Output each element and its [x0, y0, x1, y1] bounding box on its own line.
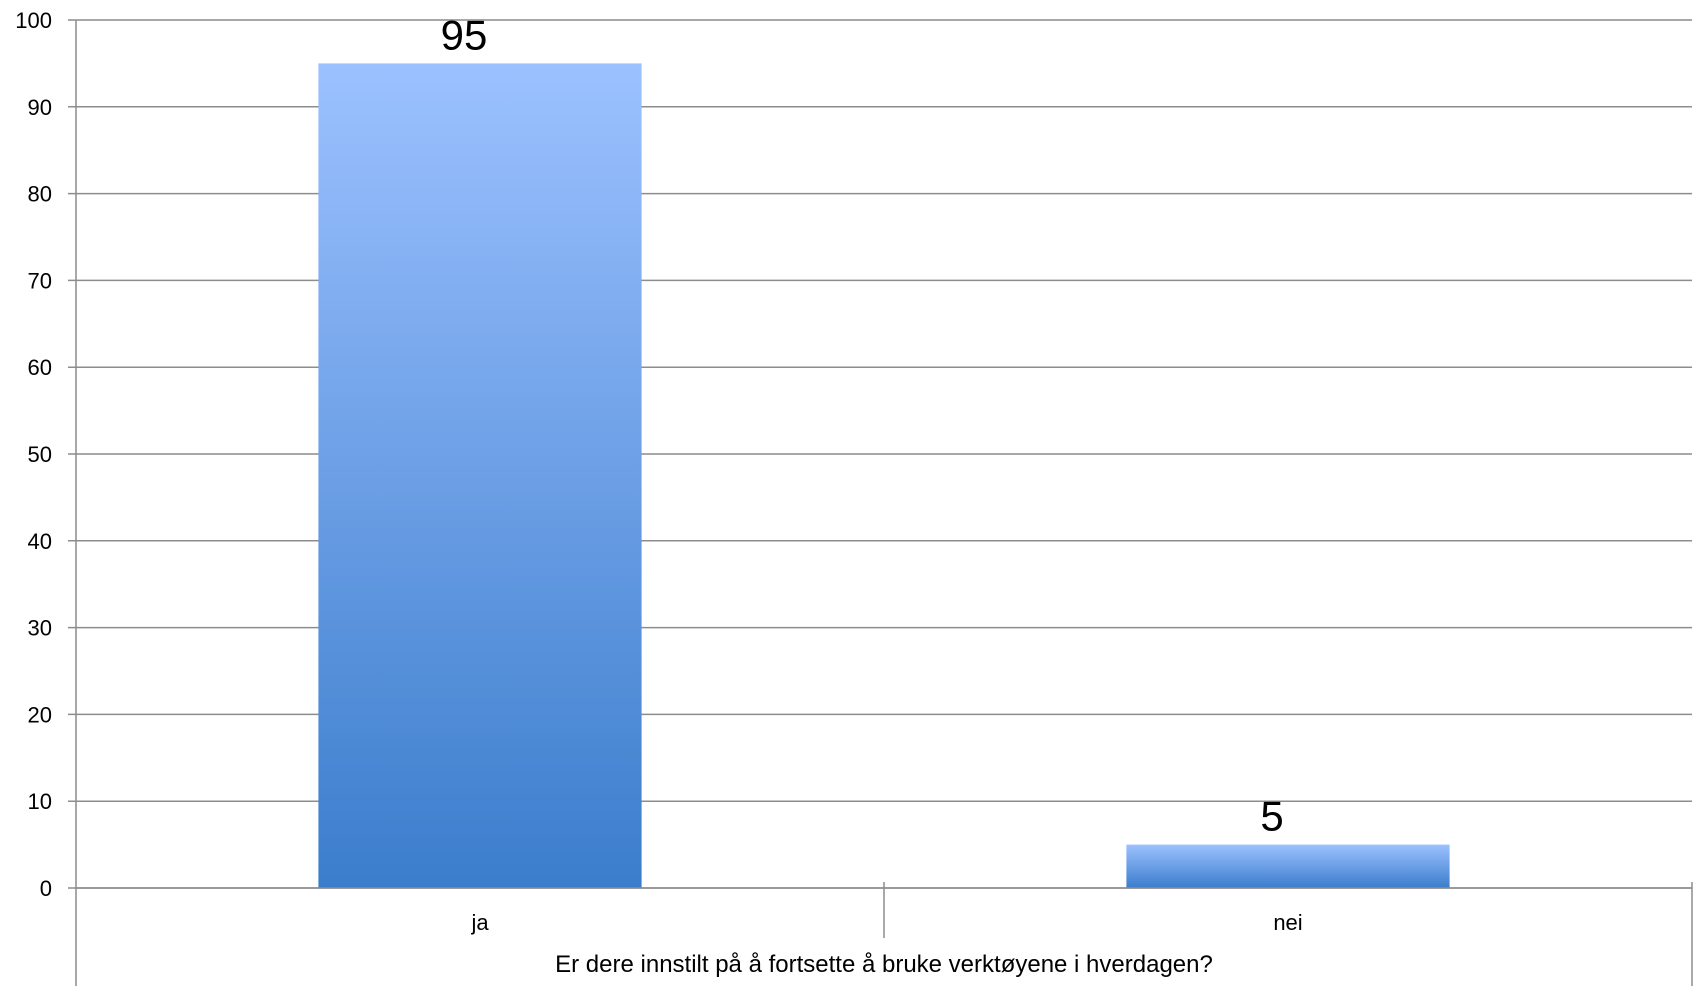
y-tick-label: 20: [28, 702, 52, 727]
y-tick-label: 50: [28, 442, 52, 467]
y-tick-label: 70: [28, 268, 52, 293]
x-axis-title: Er dere innstilt på å fortsette å bruke …: [555, 951, 1213, 978]
y-tick-label: 40: [28, 529, 52, 554]
y-tick-label: 0: [40, 876, 52, 901]
data-label-nei: 5: [1260, 793, 1283, 840]
category-label-ja: ja: [470, 910, 489, 935]
y-tick-label: 100: [15, 8, 52, 33]
gridlines: [68, 19, 1692, 889]
bars: [318, 63, 1450, 888]
labels: 95 ja 5 nei: [441, 11, 1303, 935]
y-tick-label: 90: [28, 95, 52, 120]
axes: [75, 20, 1693, 986]
category-label-nei: nei: [1273, 910, 1302, 935]
data-label-ja: 95: [441, 11, 488, 58]
y-tick-label: 30: [28, 616, 52, 641]
y-tick-label: 80: [28, 182, 52, 207]
y-tick-label: 60: [28, 355, 52, 380]
bar-nei: [1126, 844, 1450, 888]
y-axis-tick-labels: 0 10 20 30 40 50 60 70 80 90 100: [15, 8, 52, 901]
bar-ja: [318, 63, 642, 888]
y-tick-label: 10: [28, 789, 52, 814]
